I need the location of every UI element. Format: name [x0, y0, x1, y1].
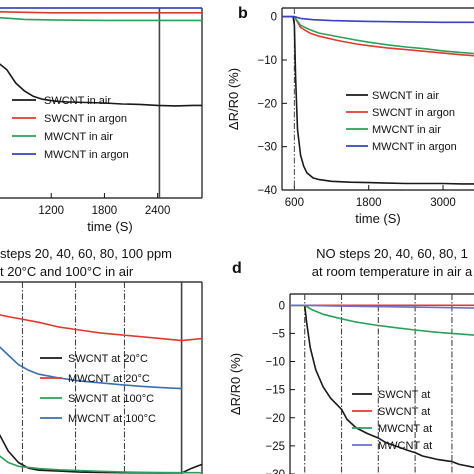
y-tick-label: −10 — [257, 55, 277, 67]
panel-title-line: NO steps 20, 40, 60, 80, 1 — [316, 246, 468, 261]
panel-a-legend: SWCNT in air SWCNT in argon MWCNT in air MW… — [12, 95, 129, 161]
y-tick-label: −30 — [265, 469, 285, 474]
legend-label: SWCNT in argon — [44, 113, 127, 125]
panel-title-line: t 20°C and 100°C in air — [0, 264, 134, 279]
series-line — [282, 15, 474, 185]
series-line — [0, 314, 202, 342]
legend-label: SWCNT in air — [44, 95, 111, 107]
legend-label: SWCNT at — [378, 389, 430, 401]
x-tick-label: 1800 — [92, 205, 118, 217]
series-line — [0, 11, 202, 14]
y-tick-label: 0 — [279, 300, 285, 312]
y-tick-label: −15 — [265, 385, 285, 397]
panel-a-plot-area — [0, 8, 202, 198]
panel-d-legend: SWCNT at SWCNT at MWCNT at MWCNT at — [352, 389, 432, 452]
series-line — [282, 15, 474, 57]
legend-label: MWCNT at 20°C — [68, 373, 150, 385]
legend-label: SWCNT in argon — [372, 107, 455, 119]
legend-label: SWCNT at 100°C — [68, 393, 154, 405]
series-line — [0, 455, 202, 474]
x-tick-label: 2400 — [145, 205, 171, 217]
panel-c: steps 20, 40, 60, 80, 100 ppm t 20°C and … — [0, 246, 203, 474]
panel-b-plot-area — [282, 8, 474, 190]
x-tick-label: 1200 — [38, 205, 64, 217]
y-tick-label: −20 — [265, 413, 285, 425]
series-line — [0, 63, 202, 107]
y-tick-label: −30 — [257, 142, 277, 154]
series-line — [290, 304, 474, 309]
panel-title-line: at room temperature in air a — [312, 264, 473, 279]
x-tick-label: 1800 — [356, 197, 382, 209]
panel-d-plot-area — [290, 294, 474, 474]
y-tick-label: 0 — [271, 12, 277, 24]
series-line — [290, 304, 474, 336]
y-tick-label: −25 — [265, 441, 285, 453]
y-tick-label: −20 — [257, 98, 277, 110]
legend-label: MWCNT in argon — [372, 141, 457, 153]
series-line — [282, 15, 474, 55]
x-axis-label: time (S) — [355, 211, 401, 226]
y-tick-label: −5 — [272, 328, 285, 340]
legend-label: SWCNT at — [378, 406, 430, 418]
legend-label: MWCNT in argon — [44, 149, 129, 161]
legend-label: SWCNT at 20°C — [68, 353, 148, 365]
legend-label: MWCNT in air — [372, 124, 441, 136]
legend-label: SWCNT in air — [372, 90, 439, 102]
panel-c-plot-area — [0, 282, 202, 474]
panel-tag: b — [238, 5, 248, 22]
panel-title-line: steps 20, 40, 60, 80, 100 ppm — [0, 246, 172, 261]
legend-label: MWCNT at — [378, 423, 432, 435]
y-tick-label: −10 — [265, 357, 285, 369]
series-line — [290, 304, 474, 469]
panel-c-legend: SWCNT at 20°C MWCNT at 20°C SWCNT at 100°C… — [40, 353, 156, 425]
panel-b: 600 1800 3000 0 −10 −20 −30 −40 time (S) ΔR/R0 (%… — [226, 5, 474, 226]
x-tick-label: 3000 — [430, 197, 456, 209]
series-line — [0, 16, 202, 22]
series-line — [282, 15, 474, 24]
x-axis-label: time (S) — [87, 219, 133, 234]
series-line — [0, 346, 182, 390]
x-tick-label: 600 — [285, 197, 304, 209]
panel-d: 0 −5 −10 −15 −20 −25 −30 ΔR/R0 (%) d NO steps 20,… — [228, 246, 474, 474]
panel-tag: d — [232, 260, 242, 277]
legend-label: MWCNT at 100°C — [68, 413, 156, 425]
y-axis-label: ΔR/R0 (%) — [226, 68, 241, 130]
legend-label: MWCNT at — [378, 440, 432, 452]
legend-label: MWCNT in air — [44, 131, 113, 143]
y-tick-label: −40 — [257, 185, 277, 197]
y-axis-label: ΔR/R0 (%) — [228, 353, 243, 415]
panel-b-legend: SWCNT in air SWCNT in argon MWCNT in air MW… — [346, 90, 457, 153]
series-line — [0, 433, 202, 474]
